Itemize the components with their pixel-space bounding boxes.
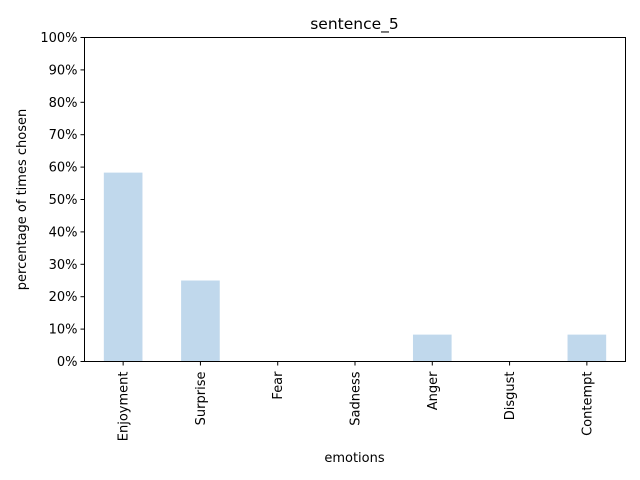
x-axis-title: emotions: [324, 451, 385, 466]
y-tick-label: 50%: [49, 193, 78, 208]
x-tick-label: Anger: [426, 371, 441, 410]
y-axis-title: percentage of times chosen: [15, 109, 30, 290]
x-tick-label: Fear: [271, 371, 286, 400]
y-tick-label: 70%: [49, 128, 78, 143]
y-tick-label: 20%: [49, 290, 78, 305]
bars-layer: [103, 172, 607, 362]
y-tick-label: 60%: [49, 161, 78, 176]
plot-frame: [84, 37, 626, 362]
y-tick-label: 40%: [49, 225, 78, 240]
bar-enjoyment: [103, 172, 143, 362]
y-tick-label: 0%: [57, 355, 78, 370]
x-tick-label: Enjoyment: [117, 372, 132, 442]
y-tick-label: 90%: [49, 63, 78, 78]
y-tick-label: 30%: [49, 258, 78, 273]
y-tick-label: 10%: [49, 323, 78, 338]
y-axis: 0% 10% 20% 30% 40% 50% 60% 70% 80% 90% 100%: [40, 31, 85, 370]
x-tick-label: Disgust: [503, 372, 518, 421]
y-tick-label: 80%: [49, 96, 78, 111]
bar-contempt: [567, 334, 607, 362]
x-tick-label: Sadness: [349, 371, 364, 425]
y-tick-label: 100%: [40, 31, 77, 46]
x-tick-label: Contempt: [580, 372, 595, 436]
chart-title: sentence_5: [310, 15, 399, 34]
bar-surprise: [181, 280, 220, 362]
bar-anger: [412, 334, 452, 362]
x-axis: Enjoyment Surprise Fear Sadness Anger Disgust…: [117, 361, 595, 442]
x-tick-label: Surprise: [194, 372, 209, 426]
